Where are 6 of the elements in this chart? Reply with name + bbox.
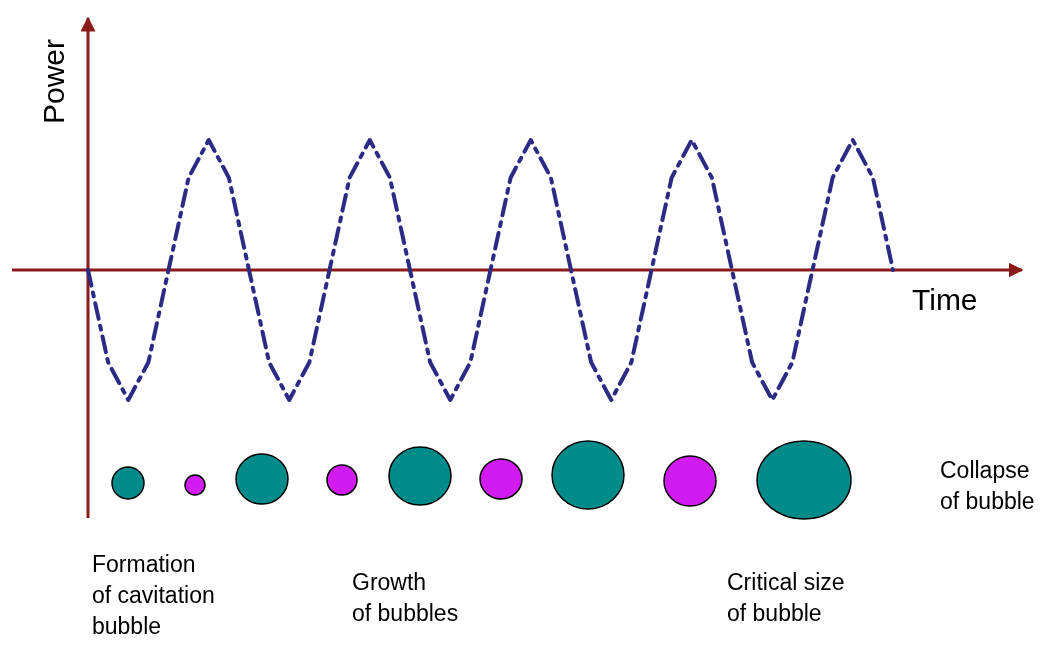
text: Collapse of bubble <box>940 457 1035 514</box>
text: Critical size of bubble <box>727 569 845 626</box>
y-axis-title: Power <box>37 38 70 124</box>
text: Growth of bubbles <box>352 569 459 626</box>
x-axis-title: Time <box>912 283 978 316</box>
text: Formation of cavitation bubble <box>92 551 215 639</box>
